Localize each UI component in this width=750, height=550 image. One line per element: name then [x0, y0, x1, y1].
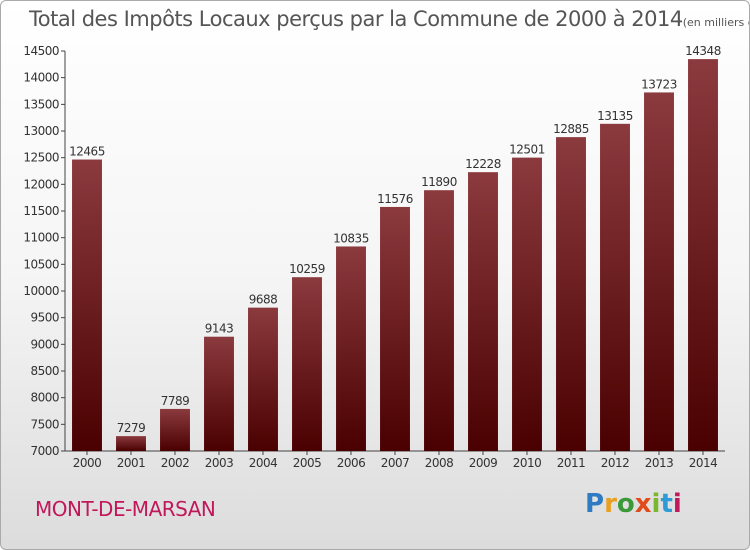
data-label: 12501 — [509, 143, 545, 157]
bar — [292, 277, 322, 451]
commune-name: MONT-DE-MARSAN — [35, 497, 216, 521]
data-label: 12228 — [465, 157, 501, 171]
bar — [688, 59, 718, 452]
y-tick-label: 8500 — [30, 364, 59, 378]
logo-letter: i — [672, 489, 682, 519]
bar — [248, 307, 278, 451]
y-tick-label: 12500 — [23, 151, 59, 165]
x-tick-label: 2014 — [689, 456, 718, 470]
bar — [204, 336, 234, 451]
x-tick-label: 2007 — [381, 456, 410, 470]
logo-letter: o — [616, 489, 635, 519]
x-tick-label: 2009 — [469, 456, 498, 470]
y-tick-label: 9000 — [30, 337, 59, 351]
chart-title: Total des Impôts Locaux perçus par la Co… — [29, 7, 749, 31]
data-label: 13723 — [641, 77, 677, 91]
x-tick-label: 2008 — [425, 456, 454, 470]
data-label: 9688 — [249, 293, 278, 307]
y-tick-label: 11000 — [23, 231, 59, 245]
y-tick-label: 13000 — [23, 124, 59, 138]
y-tick-label: 9500 — [30, 311, 59, 325]
data-label: 12885 — [553, 122, 589, 136]
proxiti-logo[interactable]: Proxiti — [585, 489, 682, 519]
chart-title-text: Total des Impôts Locaux perçus par la Co… — [29, 7, 683, 31]
data-label: 11890 — [421, 175, 457, 189]
x-tick-label: 2010 — [513, 456, 542, 470]
bar — [600, 123, 630, 452]
data-label: 10835 — [333, 231, 369, 245]
bar — [512, 157, 542, 451]
x-tick-label: 2006 — [337, 456, 366, 470]
x-tick-label: 2001 — [117, 456, 146, 470]
logo-letter: x — [634, 489, 652, 519]
y-tick-label: 8000 — [30, 391, 59, 405]
bar — [556, 137, 586, 451]
data-labels: 12465 7279 7789 9143 9688 10259 10835 11576 1189… — [69, 44, 721, 435]
logo-letter: i — [651, 489, 661, 519]
bar — [160, 408, 190, 451]
x-tick-label: 2000 — [73, 456, 102, 470]
data-label: 10259 — [289, 262, 325, 276]
bar — [116, 436, 146, 451]
bar — [380, 206, 410, 451]
data-label: 13135 — [597, 109, 633, 123]
logo-letter: t — [660, 489, 673, 519]
x-tick-label: 2012 — [601, 456, 630, 470]
data-label: 12465 — [69, 145, 105, 159]
bar — [336, 246, 366, 451]
data-label: 11576 — [377, 192, 413, 206]
logo-letter: P — [585, 489, 605, 519]
bar — [644, 92, 674, 451]
x-tick-label: 2004 — [249, 456, 278, 470]
x-tick-label: 2011 — [557, 456, 586, 470]
y-tick-label: 7000 — [30, 444, 59, 458]
data-label: 14348 — [685, 44, 721, 58]
bar — [72, 159, 102, 452]
y-tick-label: 14500 — [23, 44, 59, 58]
y-tick-label: 14000 — [23, 71, 59, 85]
y-tick-label: 7500 — [30, 417, 59, 431]
bars — [72, 59, 718, 452]
x-tick-label: 2013 — [645, 456, 674, 470]
x-tick-label: 2005 — [293, 456, 322, 470]
y-tick-label: 11500 — [23, 204, 59, 218]
data-label: 9143 — [205, 322, 234, 336]
bar — [424, 190, 454, 451]
chart-unit: (en milliers d'€) — [682, 16, 749, 29]
y-tick-label: 13500 — [23, 97, 59, 111]
y-tick-label: 10500 — [23, 257, 59, 271]
x-tick-label: 2002 — [161, 456, 190, 470]
axes: 7000 7500 8000 8500 9000 9500 10000 10500 11000 1… — [23, 44, 725, 470]
y-tick-label: 10000 — [23, 284, 59, 298]
logo-letter: r — [604, 489, 617, 519]
y-tick-label: 12000 — [23, 177, 59, 191]
data-label: 7789 — [161, 394, 190, 408]
x-tick-label: 2003 — [205, 456, 234, 470]
bar — [468, 172, 498, 451]
data-label: 7279 — [117, 421, 146, 435]
